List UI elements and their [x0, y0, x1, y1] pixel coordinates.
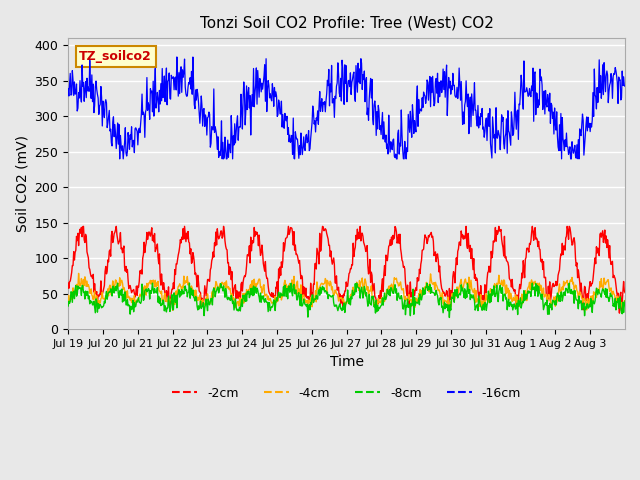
Y-axis label: Soil CO2 (mV): Soil CO2 (mV): [15, 135, 29, 232]
Title: Tonzi Soil CO2 Profile: Tree (West) CO2: Tonzi Soil CO2 Profile: Tree (West) CO2: [200, 15, 493, 30]
Legend: -2cm, -4cm, -8cm, -16cm: -2cm, -4cm, -8cm, -16cm: [167, 382, 526, 405]
Text: TZ_soilco2: TZ_soilco2: [79, 50, 152, 63]
X-axis label: Time: Time: [330, 355, 364, 369]
